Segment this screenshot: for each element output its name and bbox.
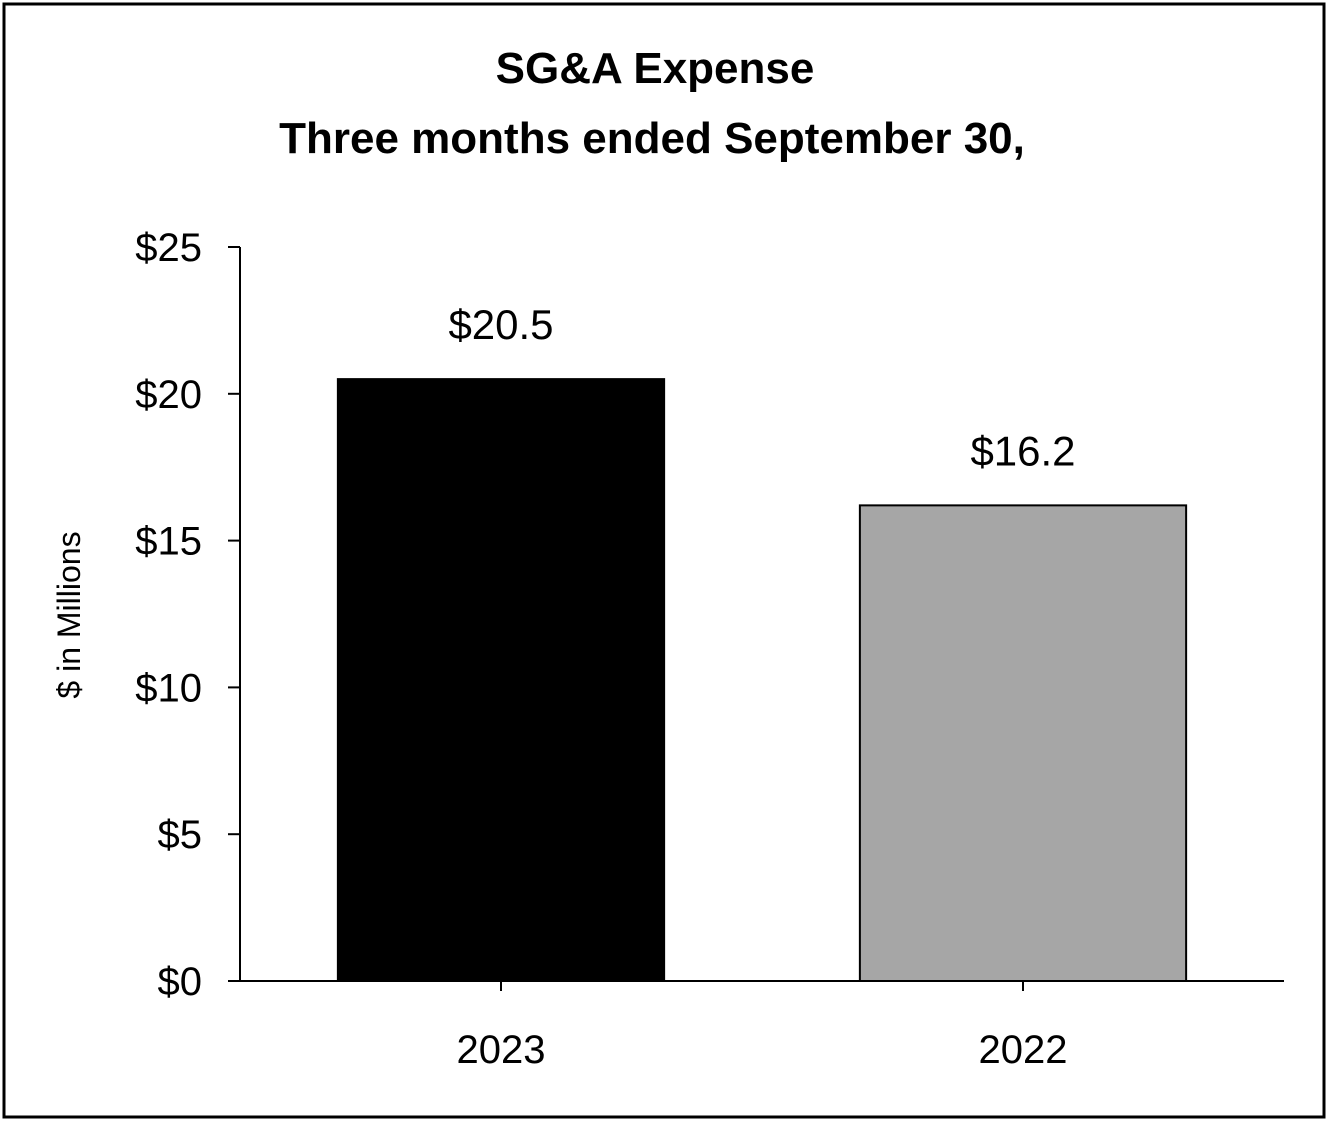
y-tick-label: $15 xyxy=(135,520,202,564)
y-tick-label: $20 xyxy=(135,373,202,417)
x-axis-labels: 2023 2022 xyxy=(457,981,1068,1072)
bars-group: $20.5 $16.2 xyxy=(336,301,1188,982)
y-tick-label: $0 xyxy=(158,960,203,1004)
bar-2022 xyxy=(858,504,1188,982)
chart-title: SG&A Expense xyxy=(496,44,815,93)
chart-subtitle: Three months ended September 30, xyxy=(279,114,1025,163)
bar-2023 xyxy=(336,378,666,982)
x-tick-label-2023: 2023 xyxy=(457,1028,546,1072)
y-axis-ticks: $0 $5 $10 $15 $20 $25 xyxy=(135,226,240,1004)
y-axis-title: $ in Millions xyxy=(51,531,87,698)
data-label-2022: $16.2 xyxy=(970,427,1075,474)
x-tick-label-2022: 2022 xyxy=(979,1028,1068,1072)
y-tick-label: $5 xyxy=(158,813,203,857)
data-label-2023: $20.5 xyxy=(448,301,553,348)
y-tick-label: $10 xyxy=(135,666,202,710)
y-tick-label: $25 xyxy=(135,226,202,270)
